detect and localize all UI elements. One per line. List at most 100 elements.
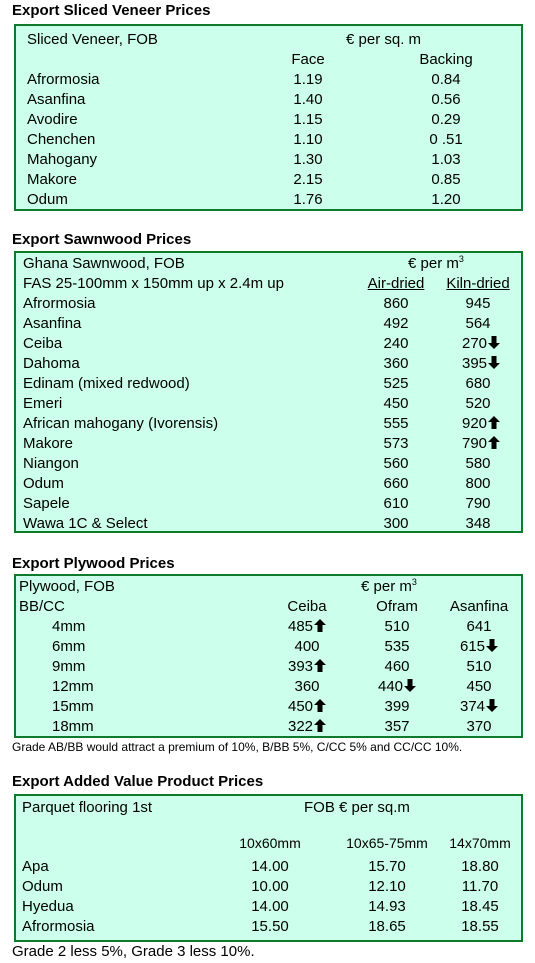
kiln-dried-price: 790	[465, 495, 491, 512]
species-name: Edinam (mixed redwood)	[23, 375, 190, 392]
asanfina-price: 641	[466, 618, 492, 635]
species-name: Dahoma	[23, 355, 80, 372]
added-value-label: Parquet flooring 1st	[22, 799, 153, 816]
ceiba-price: 450	[272, 697, 342, 717]
backing-price: 0 .51	[429, 131, 463, 148]
air-dried-price: 555	[383, 415, 409, 432]
added-value-heading: Export Added Value Product Prices	[12, 773, 264, 790]
added-value-unit: FOB € per sq.m	[304, 799, 410, 816]
sawnwood-label: Ghana Sawnwood, FOB	[23, 255, 185, 272]
table-row: Niangon 560 580	[16, 454, 521, 474]
species-name: Ceiba	[23, 335, 63, 352]
air-dried-price: 560	[383, 455, 409, 472]
species-name: Afrormosia	[27, 71, 100, 88]
veneer-col-backing: Backing	[419, 51, 473, 68]
asanfina-price: 374	[439, 697, 519, 717]
table-row: Afrormosia 15.50 18.65 18.55	[16, 917, 521, 937]
ofram-price: 460	[384, 658, 410, 675]
ofram-price: 399	[384, 698, 410, 715]
ceiba-price: 360	[294, 678, 320, 695]
price-14x70: 18.80	[461, 858, 499, 875]
thickness: 9mm	[52, 658, 86, 675]
kiln-dried-price: 945	[465, 295, 491, 312]
air-dried-price: 525	[383, 375, 409, 392]
species-name: Odum	[22, 878, 63, 895]
table-row: 18mm 322 357 370	[16, 717, 521, 737]
table-row: Avodire 1.15 0.29	[16, 110, 521, 130]
table-row: African mahogany (Ivorensis) 555 920	[16, 414, 521, 434]
species-name: Afrormosia	[23, 295, 96, 312]
air-dried-price: 492	[383, 315, 409, 332]
kiln-dried-price: 520	[465, 395, 491, 412]
price-10x65-75: 15.70	[368, 858, 406, 875]
table-row: Makore 573 790	[16, 434, 521, 454]
asanfina-price: 450	[466, 678, 492, 695]
arrow-up-icon	[314, 699, 327, 712]
species-name: Asanfina	[27, 91, 86, 108]
plywood-heading: Export Plywood Prices	[12, 555, 175, 572]
added-value-note: Grade 2 less 5%, Grade 3 less 10%.	[12, 943, 255, 960]
plywood-grade: BB/CC	[19, 598, 65, 615]
price-14x70: 11.70	[461, 878, 499, 895]
kiln-dried-price: 348	[465, 515, 491, 532]
table-row: Ceiba 240 270	[16, 334, 521, 354]
kiln-dried-price: 920	[443, 414, 519, 434]
species-name: Apa	[22, 858, 49, 875]
thickness: 6mm	[52, 638, 86, 655]
arrow-down-icon	[486, 699, 499, 712]
veneer-heading: Export Sliced Veneer Prices	[12, 2, 211, 19]
kiln-dried-price: 680	[465, 375, 491, 392]
backing-price: 1.20	[431, 191, 461, 208]
arrow-up-icon	[488, 416, 501, 429]
species-name: Mahogany	[27, 151, 98, 168]
backing-price: 0.56	[431, 91, 461, 108]
table-row: 9mm 393 460 510	[16, 657, 521, 677]
arrow-up-icon	[314, 619, 327, 632]
table-row: Hyedua 14.00 14.93 18.45	[16, 897, 521, 917]
asanfina-price: 510	[466, 658, 492, 675]
air-dried-price: 300	[383, 515, 409, 532]
sawnwood-unit: € per m3	[408, 254, 464, 273]
plywood-label: Plywood, FOB	[19, 578, 115, 595]
face-price: 1.19	[293, 71, 323, 88]
thickness: 4mm	[52, 618, 86, 635]
thickness: 15mm	[52, 698, 94, 715]
table-row: Chenchen 1.10 0 .51	[16, 130, 521, 150]
price-10x60: 10.00	[251, 878, 289, 895]
face-price: 1.76	[293, 191, 323, 208]
species-name: Makore	[27, 171, 78, 188]
plywood-col-ofram: Ofram	[376, 598, 418, 615]
table-row: Afrormosia 1.19 0.84	[16, 70, 521, 90]
ceiba-price: 400	[294, 638, 320, 655]
price-14x70: 18.45	[461, 898, 499, 915]
air-dried-price: 860	[383, 295, 409, 312]
species-name: Niangon	[23, 455, 79, 472]
arrow-up-icon	[314, 719, 327, 732]
face-price: 1.40	[293, 91, 323, 108]
table-row: Apa 14.00 15.70 18.80	[16, 857, 521, 877]
table-row: Emeri 450 520	[16, 394, 521, 414]
plywood-col-ceiba: Ceiba	[287, 598, 327, 615]
veneer-unit: € per sq. m	[346, 31, 422, 48]
thickness: 12mm	[52, 678, 94, 695]
table-row: Asanfina 1.40 0.56	[16, 90, 521, 110]
species-name: Odum	[23, 475, 64, 492]
arrow-down-icon	[486, 639, 499, 652]
face-price: 1.15	[293, 111, 323, 128]
veneer-label: Sliced Veneer, FOB	[27, 31, 158, 48]
plywood-unit: € per m3	[361, 577, 417, 596]
price-10x65-75: 12.10	[368, 878, 406, 895]
price-10x65-75: 14.93	[368, 898, 406, 915]
sawnwood-col-air: Air-dried	[367, 275, 425, 292]
ceiba-price: 322	[272, 717, 342, 737]
table-row: Makore 2.15 0.85	[16, 170, 521, 190]
air-dried-price: 660	[383, 475, 409, 492]
ofram-price: 535	[384, 638, 410, 655]
ceiba-price: 485	[272, 617, 342, 637]
air-dried-price: 573	[383, 435, 409, 452]
sawnwood-spec: FAS 25-100mm x 150mm up x 2.4m up	[23, 275, 284, 292]
price-10x60: 15.50	[251, 918, 289, 935]
backing-price: 0.84	[431, 71, 461, 88]
sawnwood-table: Ghana Sawnwood, FOB € per m3 FAS 25-100m…	[14, 251, 523, 533]
kiln-dried-price: 800	[465, 475, 491, 492]
